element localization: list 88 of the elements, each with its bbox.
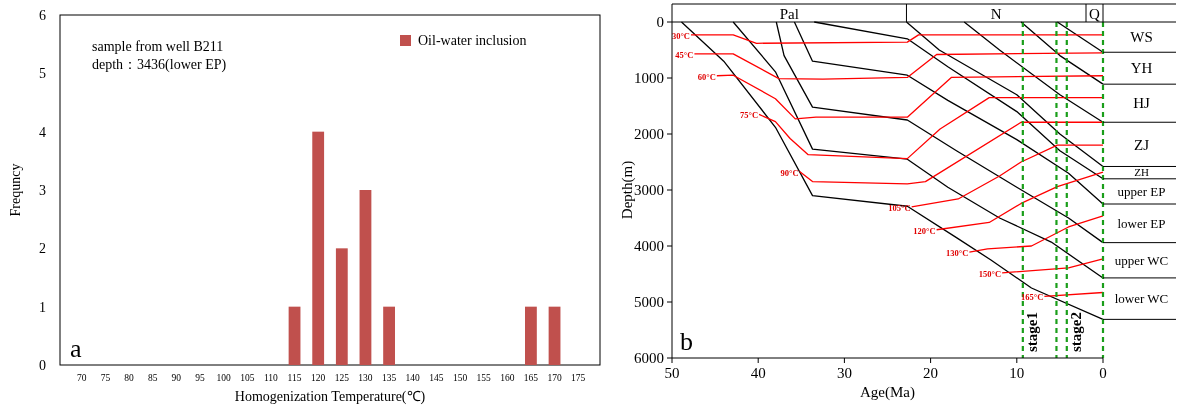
y-tick-label: 5000 xyxy=(634,294,664,311)
x-tick-label: 150 xyxy=(452,373,468,383)
bar xyxy=(312,131,325,365)
line-series xyxy=(716,74,1104,120)
annotation: a xyxy=(70,334,82,363)
annotation: 165°C xyxy=(1021,292,1044,303)
annotation: 130°C xyxy=(946,248,969,259)
text: ZH xyxy=(1134,166,1149,179)
text: ZJ xyxy=(1134,136,1150,153)
y-tick-label: 1000 xyxy=(634,70,664,87)
x-tick-label: 125 xyxy=(334,373,350,383)
y-tick-label: 3000 xyxy=(634,182,664,199)
text: lower EP xyxy=(1117,215,1166,231)
x-axis-title: Age(Ma) xyxy=(860,384,915,401)
text: WS xyxy=(1130,29,1153,46)
annotation: 120°C xyxy=(913,225,936,236)
x-tick-label: 135 xyxy=(381,373,397,383)
x-tick-label: 20 xyxy=(923,365,939,381)
x-tick-label: 130 xyxy=(358,373,373,383)
x-tick-label: 110 xyxy=(263,373,279,383)
bar xyxy=(335,248,348,365)
annotation: 60°C xyxy=(697,71,716,82)
x-tick-label: 155 xyxy=(476,373,492,383)
y-tick-label: 1 xyxy=(39,299,46,315)
bar xyxy=(525,306,537,365)
x-tick-label: 90 xyxy=(171,373,182,383)
line-series xyxy=(935,171,1104,231)
x-tick-label: 40 xyxy=(750,365,766,381)
y-tick-label: 5 xyxy=(39,66,46,82)
x-tick-label: 175 xyxy=(571,373,586,383)
x-tick-label: 95 xyxy=(195,373,205,383)
y-tick-label: 3 xyxy=(39,182,46,198)
annotation: 90°C xyxy=(780,167,799,178)
y-tick-label: 2000 xyxy=(634,126,664,143)
x-tick-label: 145 xyxy=(429,373,444,383)
y-tick-label: 6000 xyxy=(634,350,664,367)
x-tick-label: 85 xyxy=(147,373,158,383)
annotation: b xyxy=(680,327,693,356)
ref-line-label: stage1 xyxy=(1023,312,1040,352)
x-tick-label: 50 xyxy=(664,365,680,381)
line-series xyxy=(968,215,1104,253)
annotation: 75°C xyxy=(740,110,759,121)
text: lower WC xyxy=(1114,291,1169,307)
annotation: Pal xyxy=(779,6,799,22)
x-tick-label: 100 xyxy=(216,373,232,383)
y-tick-label: 6 xyxy=(39,7,46,23)
ref-line-label: stage2 xyxy=(1067,312,1084,352)
x-tick-label: 165 xyxy=(523,373,539,383)
text: upper WC xyxy=(1114,252,1169,268)
x-tick-label: 160 xyxy=(500,373,515,383)
annotation: Q xyxy=(1089,6,1101,22)
annotation: N xyxy=(990,6,1002,22)
line-series xyxy=(910,144,1104,208)
annotation: 105°C xyxy=(888,202,911,213)
text: YH xyxy=(1130,60,1153,77)
annotation: 30°C xyxy=(671,30,690,41)
bar xyxy=(359,190,372,365)
text: HJ xyxy=(1133,95,1150,112)
y-tick-label: 2 xyxy=(39,241,46,257)
x-tick-label: 170 xyxy=(547,373,562,383)
x-tick-label: 30 xyxy=(836,365,852,381)
annotation: 45°C xyxy=(675,49,694,60)
annotation: sample from well B211 xyxy=(92,39,224,54)
bar xyxy=(288,306,301,365)
bar xyxy=(383,306,395,365)
x-tick-label: 75 xyxy=(100,373,111,383)
x-tick-label: 80 xyxy=(124,373,135,383)
bar xyxy=(548,306,561,365)
x-tick-label: 115 xyxy=(287,373,302,383)
line-series xyxy=(798,121,1104,185)
x-axis-title: Homogenization Temperature(℃) xyxy=(234,389,426,405)
annotation: 150°C xyxy=(978,268,1002,279)
x-tick-label: 70 xyxy=(77,373,87,383)
x-tick-label: 120 xyxy=(311,373,326,383)
y-tick-label: 0 xyxy=(656,14,664,31)
y-axis-title: Depth(m) xyxy=(619,160,636,220)
line-series xyxy=(693,52,1104,80)
annotation: depth：3436(lower EP) xyxy=(92,57,227,73)
legend-label: Oil-water inclusion xyxy=(418,33,527,48)
x-tick-label: 105 xyxy=(240,373,255,383)
line-series xyxy=(758,96,1104,160)
y-tick-label: 4000 xyxy=(634,238,664,255)
x-tick-label: 0 xyxy=(1099,365,1107,381)
y-tick-label: 4 xyxy=(39,124,46,140)
x-tick-label: 140 xyxy=(405,373,421,383)
text: upper EP xyxy=(1117,183,1166,199)
x-tick-label: 10 xyxy=(1009,365,1025,381)
y-axis-title: Frequncy xyxy=(8,163,23,217)
